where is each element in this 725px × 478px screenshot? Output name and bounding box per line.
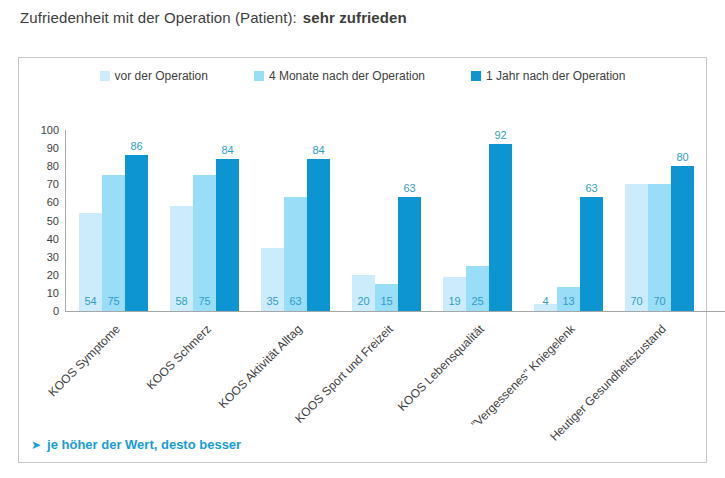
bar: 70 [648, 184, 671, 311]
bar: 63 [580, 197, 603, 311]
plot-area: 54 75 86 58 75 84 35 63 84 20 15 63 19 25 92 4 13 63 70 70 8… [65, 130, 725, 312]
value-label: 63 [403, 182, 415, 194]
y-tick-label: 60 [19, 196, 59, 208]
bar: 84 [307, 159, 330, 311]
value-label: 13 [562, 295, 574, 307]
value-label: 15 [380, 295, 392, 307]
value-label: 35 [266, 295, 278, 307]
y-tick-label: 0 [19, 305, 59, 317]
bar: 4 [534, 304, 557, 311]
y-tick-label: 10 [19, 287, 59, 299]
chart-panel: vor der Operation 4 Monate nach der Opera… [18, 57, 707, 463]
value-label: 19 [448, 295, 460, 307]
y-tick-label: 70 [19, 178, 59, 190]
x-axis-category-label: "Vergessenes" Kniegelenk [433, 322, 577, 466]
value-label: 84 [312, 144, 324, 156]
title-highlight: sehr zufrieden [303, 9, 407, 26]
bar: 92 [489, 144, 512, 311]
value-label: 80 [676, 151, 688, 163]
y-tick-label: 30 [19, 251, 59, 263]
bar: 63 [284, 197, 307, 311]
legend-swatch-icon [471, 71, 481, 81]
legend-item: 1 Jahr nach der Operation [471, 69, 625, 83]
bar: 70 [625, 184, 648, 311]
page-title: Zufriedenheit mit der Operation (Patient… [20, 9, 407, 26]
bar: 75 [102, 175, 125, 311]
value-label: 75 [107, 295, 119, 307]
bar: 63 [398, 197, 421, 311]
legend: vor der Operation 4 Monate nach der Opera… [19, 69, 706, 83]
legend-label: vor der Operation [115, 69, 208, 83]
bar-group: 54 75 86 [79, 155, 148, 311]
value-label: 84 [221, 144, 233, 156]
y-tick-label: 40 [19, 233, 59, 245]
legend-item: 4 Monate nach der Operation [254, 69, 425, 83]
legend-label: 1 Jahr nach der Operation [486, 69, 625, 83]
footnote-text: je höher der Wert, desto besser [47, 437, 241, 452]
bar: 25 [466, 266, 489, 311]
x-axis-labels: KOOS SymptomeKOOS SchmerzKOOS Aktivität … [65, 316, 706, 456]
bar: 86 [125, 155, 148, 311]
y-tick-label: 20 [19, 269, 59, 281]
value-label: 70 [653, 295, 665, 307]
bar: 19 [443, 277, 466, 311]
bar: 84 [216, 159, 239, 311]
legend-swatch-icon [254, 71, 264, 81]
y-tick-label: 50 [19, 215, 59, 227]
value-label: 75 [198, 295, 210, 307]
bar-group: 4 13 63 [534, 197, 603, 311]
value-label: 63 [289, 295, 301, 307]
bar-group: 35 63 84 [261, 159, 330, 311]
value-label: 58 [175, 295, 187, 307]
bar: 35 [261, 248, 284, 311]
value-label: 54 [84, 295, 96, 307]
legend-label: 4 Monate nach der Operation [269, 69, 425, 83]
y-axis: 0102030405060708090100 [19, 130, 59, 311]
value-label: 86 [130, 140, 142, 152]
x-axis-category-label: KOOS Lebensqualität [342, 322, 486, 466]
arrow-icon: ➤ [31, 438, 41, 452]
y-tick-label: 90 [19, 142, 59, 154]
footnote: ➤ je höher der Wert, desto besser [31, 437, 241, 452]
bar-group: 19 25 92 [443, 144, 512, 311]
bar-group: 58 75 84 [170, 159, 239, 311]
bar-group: 20 15 63 [352, 197, 421, 311]
report-page: Zufriedenheit mit der Operation (Patient… [0, 0, 725, 478]
bar: 20 [352, 275, 375, 311]
bar: 75 [193, 175, 216, 311]
title-text: Zufriedenheit mit der Operation (Patient… [20, 9, 297, 26]
x-axis-category-label: KOOS Sport und Freizeit [251, 322, 395, 466]
value-label: 4 [542, 295, 548, 307]
y-tick-label: 100 [19, 124, 59, 136]
legend-item: vor der Operation [100, 69, 208, 83]
value-label: 25 [471, 295, 483, 307]
bar: 80 [671, 166, 694, 311]
x-axis-category-label: Heutiger Gesundheitszustand [524, 322, 668, 466]
y-tick-label: 80 [19, 160, 59, 172]
bar: 58 [170, 206, 193, 311]
legend-swatch-icon [100, 71, 110, 81]
bar-group: 70 70 80 [625, 166, 694, 311]
value-label: 63 [585, 182, 597, 194]
value-label: 20 [357, 295, 369, 307]
value-label: 92 [494, 129, 506, 141]
bar: 13 [557, 287, 580, 311]
value-label: 70 [630, 295, 642, 307]
bar: 54 [79, 213, 102, 311]
bar: 15 [375, 284, 398, 311]
